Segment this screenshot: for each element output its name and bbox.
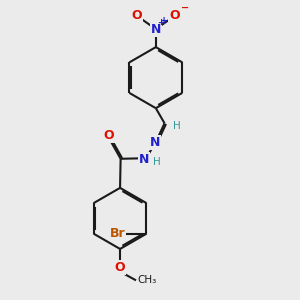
Text: +: +	[160, 16, 168, 26]
Text: Br: Br	[110, 227, 125, 240]
Text: O: O	[132, 9, 142, 22]
Text: −: −	[181, 3, 189, 13]
Text: +: +	[158, 18, 165, 27]
Text: O: O	[104, 129, 114, 142]
Text: O: O	[169, 9, 180, 22]
Text: H: H	[152, 157, 160, 167]
Text: H: H	[173, 121, 181, 130]
Text: O: O	[115, 261, 125, 274]
Text: N: N	[151, 22, 161, 36]
Text: N: N	[150, 136, 160, 149]
Text: CH₃: CH₃	[137, 275, 157, 285]
Text: N: N	[139, 153, 149, 166]
